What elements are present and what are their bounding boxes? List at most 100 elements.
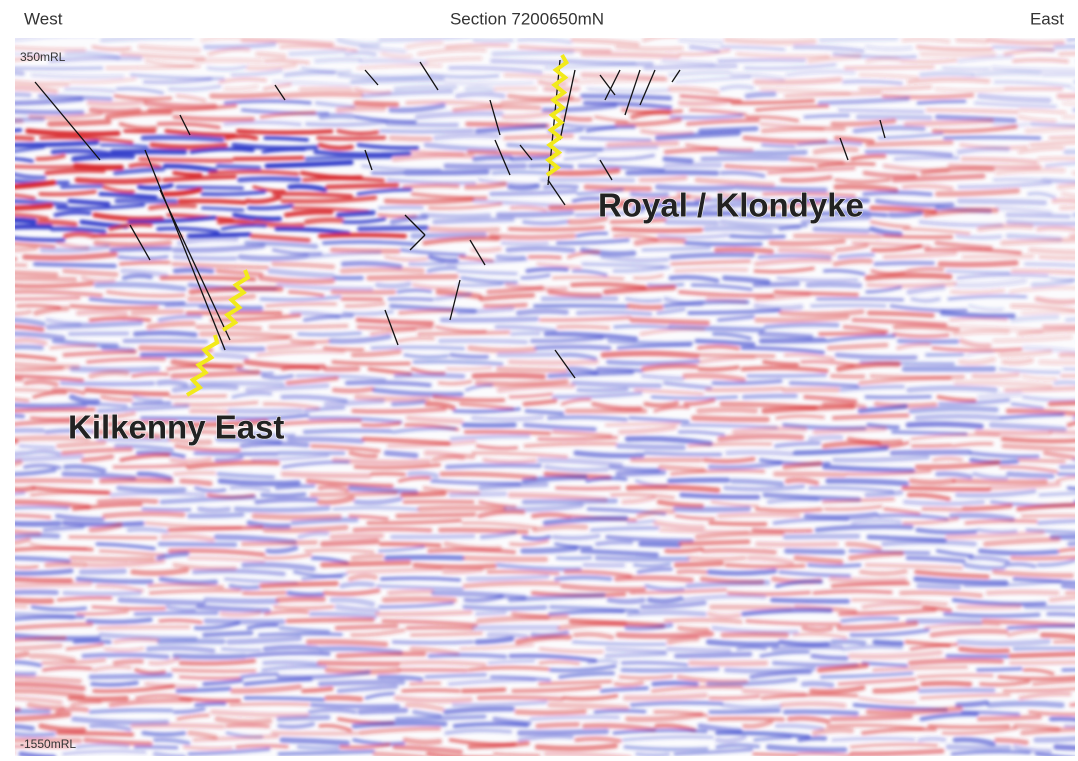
reflection	[243, 696, 326, 702]
reflection	[15, 546, 94, 552]
reflection	[15, 478, 94, 484]
reflection	[15, 366, 64, 372]
reflection	[15, 555, 71, 564]
reflection	[489, 189, 578, 197]
reflection	[508, 653, 598, 663]
reflection	[840, 616, 900, 624]
reflection	[976, 223, 1034, 232]
reflection	[952, 478, 1048, 485]
reflection	[872, 665, 969, 672]
reflection	[15, 38, 58, 42]
reflection	[153, 737, 191, 746]
reflection	[265, 545, 299, 554]
reflection	[719, 170, 766, 178]
reflection	[195, 604, 271, 614]
reflection	[656, 307, 686, 315]
reflection	[135, 693, 180, 700]
reflection	[38, 189, 97, 197]
reflection	[914, 413, 1001, 421]
reflection	[410, 631, 483, 637]
reflection	[950, 288, 1005, 295]
reflection	[931, 124, 1018, 134]
reflection	[339, 267, 425, 274]
reflection	[207, 47, 251, 56]
reflection	[917, 736, 947, 743]
reflection	[1061, 667, 1075, 672]
reflection	[1067, 541, 1075, 547]
reflection	[339, 742, 391, 750]
reflection	[932, 456, 964, 463]
reflection	[670, 259, 752, 266]
reflection	[88, 522, 123, 533]
reflection	[232, 155, 305, 161]
reflection	[173, 471, 217, 476]
reflection	[487, 659, 536, 665]
reflection	[934, 114, 1017, 123]
reflection	[220, 223, 268, 231]
reflection	[417, 505, 507, 512]
reflection	[817, 96, 911, 106]
reflection	[101, 420, 179, 427]
reflection	[1010, 314, 1060, 323]
reflection	[754, 314, 850, 323]
reflection	[358, 726, 442, 736]
reflection	[712, 332, 753, 341]
reflection	[951, 328, 1011, 337]
reflection	[113, 443, 175, 452]
reflection	[347, 573, 378, 582]
reflection	[834, 352, 918, 361]
reflection	[460, 687, 507, 694]
reflection	[1005, 219, 1075, 227]
reflection	[741, 607, 833, 617]
reflection	[687, 308, 781, 315]
reflection	[507, 225, 605, 232]
reflection	[605, 194, 691, 204]
reflection	[807, 434, 844, 442]
reflection	[105, 64, 201, 70]
reflection	[41, 665, 93, 672]
reflection	[15, 52, 64, 60]
reflection	[665, 646, 732, 653]
reflection	[92, 665, 133, 672]
reflection	[23, 379, 59, 387]
reflection	[716, 314, 755, 322]
reflection	[850, 598, 949, 606]
reflection	[446, 366, 493, 371]
reflection	[335, 651, 427, 659]
reflection	[760, 693, 859, 700]
reflection	[707, 716, 785, 722]
reflection	[1063, 149, 1075, 155]
reflection	[736, 645, 767, 651]
reflection	[172, 653, 247, 660]
reflection	[109, 491, 206, 497]
reflection	[15, 520, 62, 527]
reflection	[206, 65, 248, 72]
reflection	[44, 561, 87, 568]
reflection	[778, 223, 808, 231]
reflection	[156, 379, 189, 388]
reflection	[629, 191, 670, 198]
reflection	[719, 84, 755, 91]
reflection	[459, 402, 515, 411]
reflection	[448, 491, 508, 498]
reflection	[443, 163, 528, 170]
drill-trace	[419, 61, 439, 91]
reflection	[15, 344, 44, 351]
reflection	[949, 317, 1008, 322]
reflection	[832, 258, 873, 267]
reflection	[896, 342, 932, 350]
reflection	[597, 153, 656, 162]
reflection	[393, 695, 473, 704]
reflection	[15, 407, 96, 413]
reflection	[220, 647, 262, 652]
reflection	[696, 344, 741, 351]
reflection	[1017, 458, 1066, 464]
reflection	[461, 521, 538, 530]
reflection	[427, 202, 503, 210]
reflection	[850, 518, 902, 525]
reflection	[803, 113, 850, 119]
reflection	[573, 77, 669, 84]
reflection	[902, 499, 986, 506]
reflection	[997, 675, 1075, 681]
reflection	[574, 736, 622, 744]
